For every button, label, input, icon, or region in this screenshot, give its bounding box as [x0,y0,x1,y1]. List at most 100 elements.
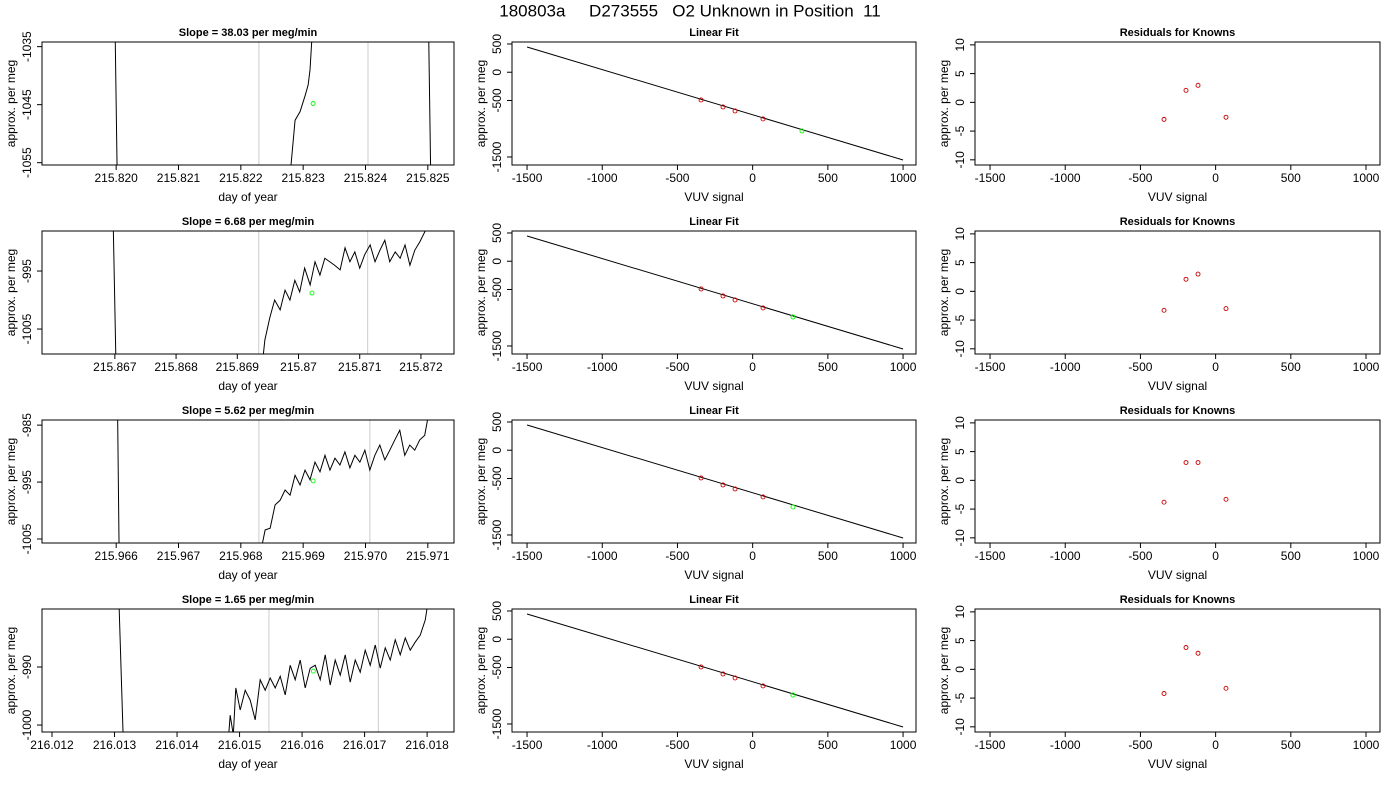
y-tick-label: -1500 [490,519,504,550]
x-axis-label: day of year [218,568,277,582]
panel: Slope = 5.62 per meg/min day of year appro… [4,405,455,582]
point [1161,307,1167,313]
trace [117,420,429,543]
y-tick-label: 0 [953,666,967,673]
plot-frame [511,41,917,166]
point [698,97,704,103]
point [760,683,766,689]
x-tick-label: 216.014 [155,738,199,752]
plot-frame [511,419,917,544]
x-tick-label: 0 [1212,171,1219,185]
y-tick-label: 500 [490,223,504,243]
y-tick-label: -500 [490,88,504,112]
plot-frame [974,41,1381,166]
y-tick-label: 500 [490,412,504,432]
x-tick-label: 500 [818,549,838,563]
y-axis-label: approx. per meg [4,60,18,147]
panel: Residuals for Knowns VUV signal approx. pe… [937,405,1381,582]
point [790,692,796,698]
point [1183,87,1189,93]
point [790,314,796,320]
x-tick-label: 1000 [1353,171,1380,185]
x-axis-label: VUV signal [1148,190,1207,204]
x-tick-label: 1000 [890,171,917,185]
x-tick-label: -500 [665,549,689,563]
x-tick-label: 0 [749,171,756,185]
panel-title: Linear Fit [689,27,739,39]
x-axis-label: day of year [218,757,277,771]
y-tick-label: -1005 [20,313,34,344]
point [1183,645,1189,650]
x-tick-label: 1000 [890,360,917,374]
unknown-point [310,101,316,106]
point [799,128,805,134]
trace [114,42,432,165]
x-tick-label: 1000 [1353,549,1380,563]
y-axis-label: approx. per meg [474,627,488,714]
y-tick-label: -500 [490,466,504,490]
y-tick-label: -1045 [20,89,34,120]
point [1223,496,1229,502]
x-tick-label: 500 [1281,549,1301,563]
x-tick-label: -1500 [512,360,543,374]
x-tick-label: 215.970 [344,549,388,563]
point [1195,271,1201,277]
plot-frame [974,608,1381,733]
x-tick-label: 500 [818,738,838,752]
x-tick-label: 500 [818,171,838,185]
y-axis-label: approx. per meg [937,627,951,714]
y-tick-label: 0 [953,288,967,295]
plot-frame [41,41,455,166]
point [1223,685,1229,691]
point [698,664,704,670]
point [1161,499,1167,505]
x-tick-label: 1000 [890,738,917,752]
x-tick-label: -1500 [512,549,543,563]
y-tick-label: 10 [953,38,967,52]
y-axis-label: approx. per meg [474,438,488,525]
y-tick-label: 500 [490,601,504,621]
plot-frame [41,608,455,733]
x-tick-label: 216.018 [405,738,449,752]
y-tick-label: -5 [953,692,967,703]
fit-line [526,235,904,350]
point [1223,114,1229,120]
point [1195,82,1201,88]
point [720,671,726,677]
x-tick-label: 0 [1212,738,1219,752]
x-tick-label: 1000 [890,549,917,563]
y-tick-label: -1035 [20,31,34,62]
y-tick-label: 10 [953,227,967,241]
fit-line [526,613,904,728]
fit-line [526,424,904,539]
x-tick-label: -1000 [587,360,618,374]
y-tick-label: -5 [953,503,967,514]
x-tick-label: 216.017 [343,738,387,752]
x-axis-label: VUV signal [684,757,743,771]
y-tick-label: 0 [490,636,504,643]
point [760,116,766,122]
x-tick-label: 215.871 [338,360,382,374]
x-tick-label: -500 [1128,360,1152,374]
y-tick-label: -10 [953,151,967,169]
plot-frame [41,230,455,355]
y-tick-label: 0 [490,69,504,76]
fit-line [526,46,904,161]
panel-title: Slope = 5.62 per meg/min [182,405,315,417]
panel-title: Residuals for Knowns [1120,594,1236,606]
x-tick-label: -1000 [1050,360,1081,374]
point [698,475,704,481]
x-tick-label: -1000 [1050,549,1081,563]
x-tick-label: 215.872 [399,360,443,374]
point [720,293,726,299]
x-tick-label: 215.969 [281,549,325,563]
y-tick-label: -1055 [20,147,34,178]
y-tick-label: -1500 [490,330,504,361]
x-tick-label: -1500 [975,738,1006,752]
x-tick-label: 500 [1281,360,1301,374]
point [1195,460,1201,465]
panel: Residuals for Knowns VUV signal approx. pe… [937,27,1381,204]
